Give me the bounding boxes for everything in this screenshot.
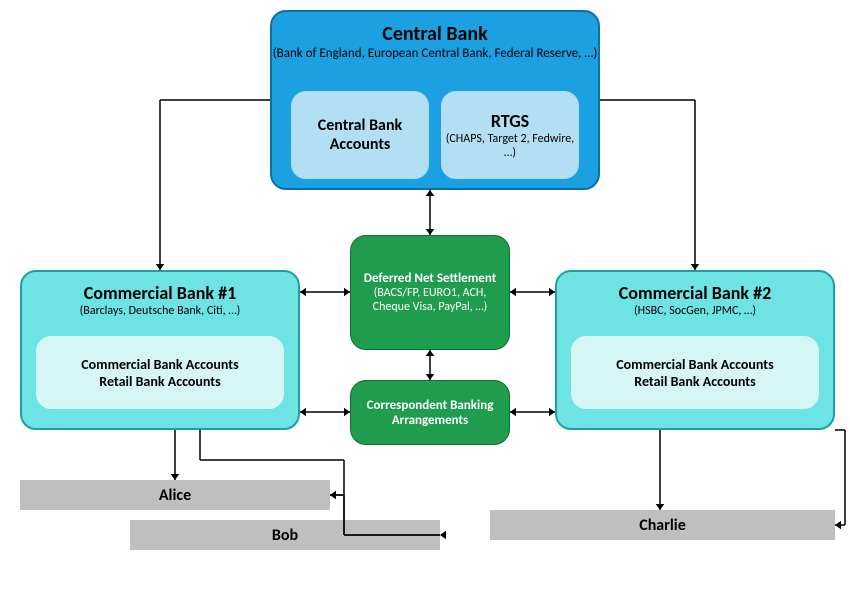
commercial-bank-1-accounts-box: Commercial Bank Accounts Retail Bank Acc… bbox=[35, 335, 285, 410]
actor-bob-label: Bob bbox=[272, 526, 298, 545]
rtgs-box: RTGS (CHAPS, Target 2, Fedwire, …) bbox=[440, 90, 580, 180]
b1-accounts-line2: Retail Bank Accounts bbox=[99, 373, 220, 390]
commercial-bank-2-subtitle: (HSBC, SocGen, JPMC, …) bbox=[557, 304, 833, 318]
deferred-net-settlement-box: Deferred Net Settlement (BACS/FP, EURO1,… bbox=[350, 235, 510, 350]
rtgs-subtitle: (CHAPS, Target 2, Fedwire, …) bbox=[445, 132, 575, 160]
actor-charlie-box: Charlie bbox=[490, 510, 835, 540]
dns-subtitle: (BACS/FP, EURO1, ACH, Cheque Visa, PayPa… bbox=[357, 286, 503, 314]
commercial-bank-2-title: Commercial Bank #2 bbox=[557, 282, 833, 304]
actor-bob-box: Bob bbox=[130, 520, 440, 550]
actor-charlie-label: Charlie bbox=[639, 516, 686, 535]
actor-alice-label: Alice bbox=[159, 486, 191, 505]
commercial-bank-1-subtitle: (Barclays, Deutsche Bank, Citi, …) bbox=[22, 304, 298, 318]
commercial-bank-2-accounts-box: Commercial Bank Accounts Retail Bank Acc… bbox=[570, 335, 820, 410]
b2-accounts-line2: Retail Bank Accounts bbox=[634, 373, 755, 390]
rtgs-title: RTGS bbox=[491, 110, 529, 132]
correspondent-label: Correspondent Banking Arrangements bbox=[355, 398, 505, 428]
central-bank-subtitle: (Bank of England, European Central Bank,… bbox=[272, 46, 598, 61]
dns-title: Deferred Net Settlement bbox=[364, 271, 496, 286]
correspondent-banking-box: Correspondent Banking Arrangements bbox=[350, 380, 510, 445]
b1-accounts-line1: Commercial Bank Accounts bbox=[81, 356, 239, 373]
commercial-bank-1-title: Commercial Bank #1 bbox=[22, 282, 298, 304]
b2-accounts-line1: Commercial Bank Accounts bbox=[616, 356, 774, 373]
actor-alice-box: Alice bbox=[20, 480, 330, 510]
central-bank-accounts-label: Central Bank Accounts bbox=[295, 116, 425, 154]
central-bank-accounts-box: Central Bank Accounts bbox=[290, 90, 430, 180]
central-bank-title: Central Bank bbox=[272, 22, 598, 46]
